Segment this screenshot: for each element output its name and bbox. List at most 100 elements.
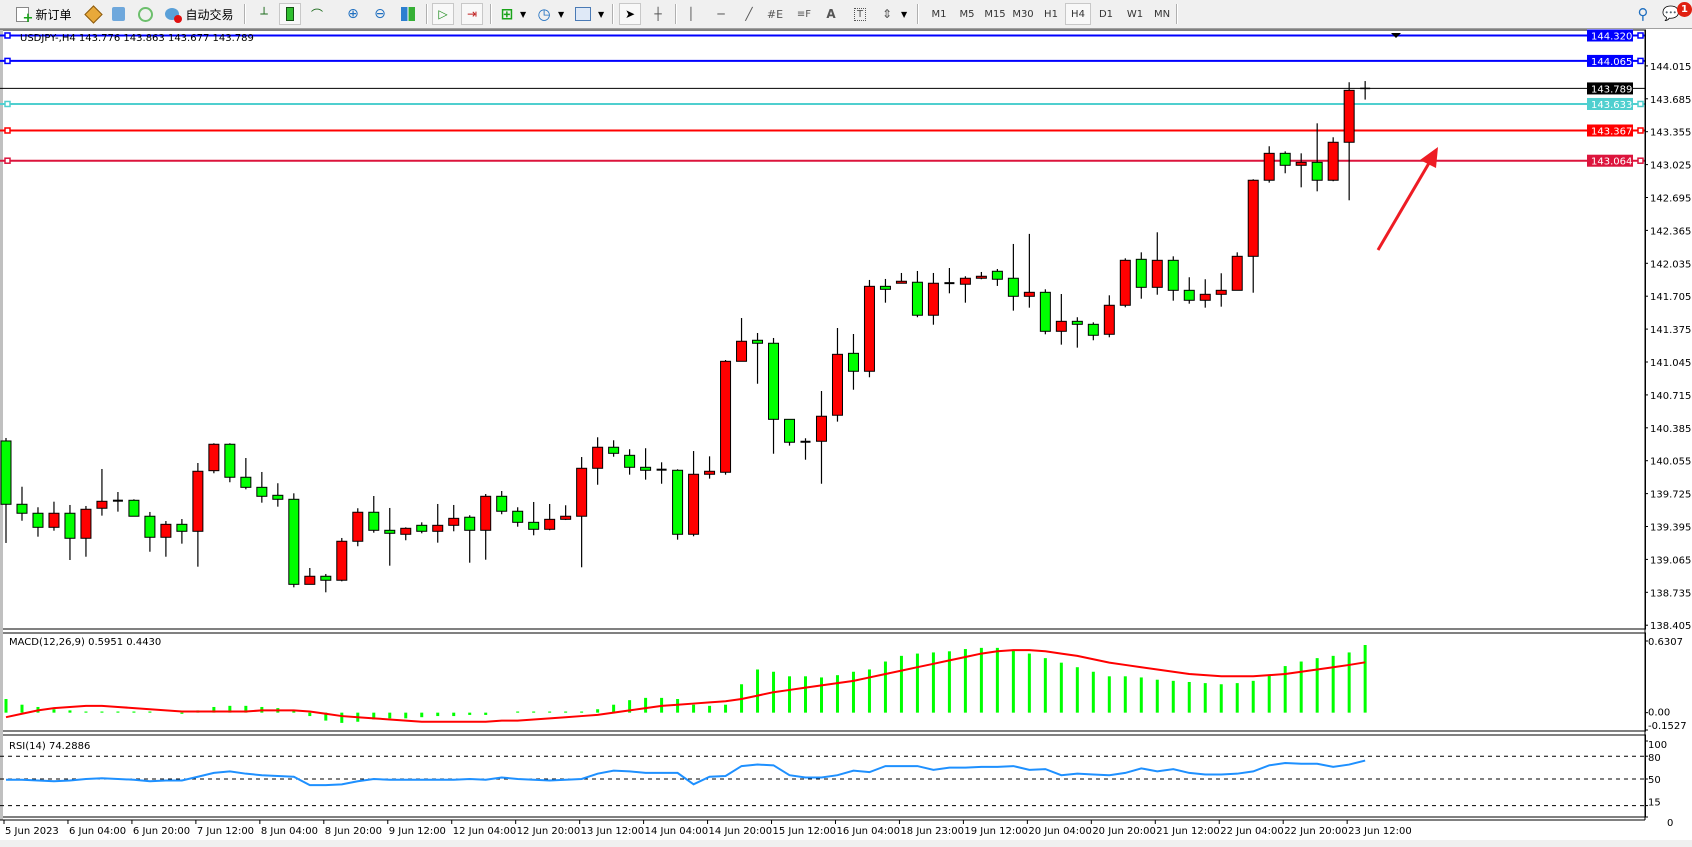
- zoom-in-button[interactable]: ⊕: [342, 3, 364, 25]
- price-line-label: 143.789: [1591, 84, 1632, 95]
- search-icon: ⚲: [1637, 5, 1649, 23]
- search-button[interactable]: ⚲: [1632, 3, 1654, 25]
- annotation-arrow-shaft[interactable]: [1376, 157, 1434, 251]
- timeframe-m15[interactable]: M15: [984, 8, 1006, 20]
- timeframe-h4[interactable]: H4: [1065, 3, 1091, 25]
- candle: [752, 332, 764, 384]
- indicators-dropdown[interactable]: ▼: [598, 9, 605, 19]
- line-chart-button[interactable]: ⌒: [306, 3, 328, 25]
- terminal-button[interactable]: [107, 3, 129, 25]
- new-order-icon: +: [16, 6, 33, 25]
- candle: [720, 360, 732, 475]
- candle: [320, 573, 332, 593]
- candle: [847, 333, 859, 390]
- candle-body: [768, 342, 780, 420]
- chart-window[interactable]: 144.015 143.685 143.355 143.025 142.695 142.3…: [0, 29, 1692, 847]
- candle: [544, 503, 556, 531]
- chart-shift-button[interactable]: ⇥: [461, 3, 483, 25]
- candle: [1279, 151, 1291, 174]
- equidistant-channel-button[interactable]: #E: [764, 3, 786, 25]
- candle-body: [176, 523, 188, 532]
- vertical-line-button[interactable]: │: [680, 3, 702, 25]
- line-handle-right: [1637, 157, 1644, 164]
- candle-body: [560, 515, 572, 520]
- timeframe-mn[interactable]: MN: [1153, 8, 1171, 20]
- text-button[interactable]: A: [820, 3, 842, 25]
- timeframe-m1[interactable]: M1: [931, 8, 947, 20]
- text-label-button[interactable]: T: [849, 3, 871, 25]
- candle-body: [752, 339, 764, 344]
- candle: [560, 505, 572, 521]
- bar-chart-icon: ┴: [260, 7, 268, 21]
- candle: [0, 437, 12, 543]
- candles: [0, 81, 1371, 593]
- price-tick-label: 141.045: [1650, 358, 1691, 369]
- notification-button[interactable]: 💬: [1660, 3, 1682, 25]
- line-chart-icon: ⌒: [310, 7, 323, 22]
- indicators-button[interactable]: [572, 3, 594, 25]
- candle-body: [416, 524, 428, 532]
- zoom-out-button[interactable]: ⊖: [369, 3, 391, 25]
- candle-body: [80, 508, 92, 539]
- candle-body: [1055, 320, 1067, 332]
- timeframe-h1[interactable]: H1: [1044, 8, 1058, 20]
- price-tick-label: 141.705: [1650, 292, 1691, 303]
- fibonacci-button[interactable]: ≡F: [793, 3, 815, 25]
- candle: [975, 271, 987, 280]
- time-tick-label: 23 Jun 12:00: [1348, 826, 1412, 837]
- candle-body: [991, 270, 1003, 280]
- candle-body: [736, 340, 748, 362]
- candle-body: [96, 500, 108, 509]
- macd-tick-label: 0.00: [1648, 708, 1670, 719]
- signals-button[interactable]: [134, 3, 156, 25]
- candle: [192, 462, 204, 567]
- price-tick-label: 139.065: [1650, 555, 1691, 566]
- candlestick-button[interactable]: [279, 3, 301, 25]
- autoscroll-button[interactable]: ▷: [432, 3, 454, 25]
- time-tick-label: 12 Jun 20:00: [517, 826, 581, 837]
- timeframe-w1[interactable]: W1: [1126, 8, 1144, 20]
- timeframe-d1[interactable]: D1: [1098, 8, 1114, 20]
- candle-body: [927, 282, 939, 316]
- new-order-button[interactable]: + 新订单: [14, 3, 74, 25]
- candle: [304, 567, 316, 585]
- candle: [384, 507, 396, 566]
- candle: [416, 522, 428, 534]
- candle-body: [304, 575, 316, 585]
- timeframe-m5[interactable]: M5: [959, 8, 975, 20]
- tile-windows-button[interactable]: [397, 3, 419, 25]
- toolbar: + 新订单 自动交易 ┴ ⌒ ⊕ ⊖ ▷ ⇥ ⊞ ▼ ◷ ▼ ▼ ➤ ┼ │ ─…: [0, 0, 1692, 30]
- candle: [1263, 146, 1275, 183]
- timeframe-m30[interactable]: M30: [1012, 8, 1034, 20]
- new-chart-dropdown[interactable]: ▼: [520, 9, 527, 19]
- chart-shift-marker[interactable]: [1391, 33, 1401, 38]
- bar-chart-button[interactable]: ┴: [253, 3, 275, 25]
- candle-body: [975, 275, 987, 279]
- candle: [528, 501, 540, 536]
- cursor-button[interactable]: ➤: [619, 3, 641, 25]
- periods-dropdown[interactable]: ▼: [558, 9, 565, 19]
- history-button[interactable]: [82, 3, 104, 25]
- candle-body: [224, 443, 236, 478]
- arrows-button[interactable]: ⇕: [876, 3, 898, 25]
- candle-body: [1263, 152, 1275, 181]
- new-chart-button[interactable]: ⊞: [496, 3, 518, 25]
- candle: [240, 458, 252, 490]
- crosshair-button[interactable]: ┼: [647, 3, 669, 25]
- periods-button[interactable]: ◷: [533, 3, 555, 25]
- time-tick-label: 12 Jun 04:00: [453, 826, 517, 837]
- candle: [1327, 137, 1339, 182]
- auto-trading-button[interactable]: 自动交易: [162, 3, 237, 25]
- trendline-button[interactable]: ╱: [738, 3, 760, 25]
- horizontal-line-button[interactable]: ─: [710, 3, 732, 25]
- cursor-icon: ➤: [624, 7, 636, 21]
- line-handle-right: [1637, 32, 1644, 39]
- price-tick-label: 143.355: [1650, 128, 1691, 139]
- equidistant-channel-icon: #E: [766, 7, 784, 21]
- candle-body: [1119, 259, 1131, 306]
- arrows-dropdown[interactable]: ▼: [901, 9, 908, 19]
- candle-body: [192, 470, 204, 532]
- rsi-label: RSI(14) 74.2886: [9, 741, 90, 752]
- candle-body: [0, 440, 12, 505]
- candle: [672, 469, 684, 540]
